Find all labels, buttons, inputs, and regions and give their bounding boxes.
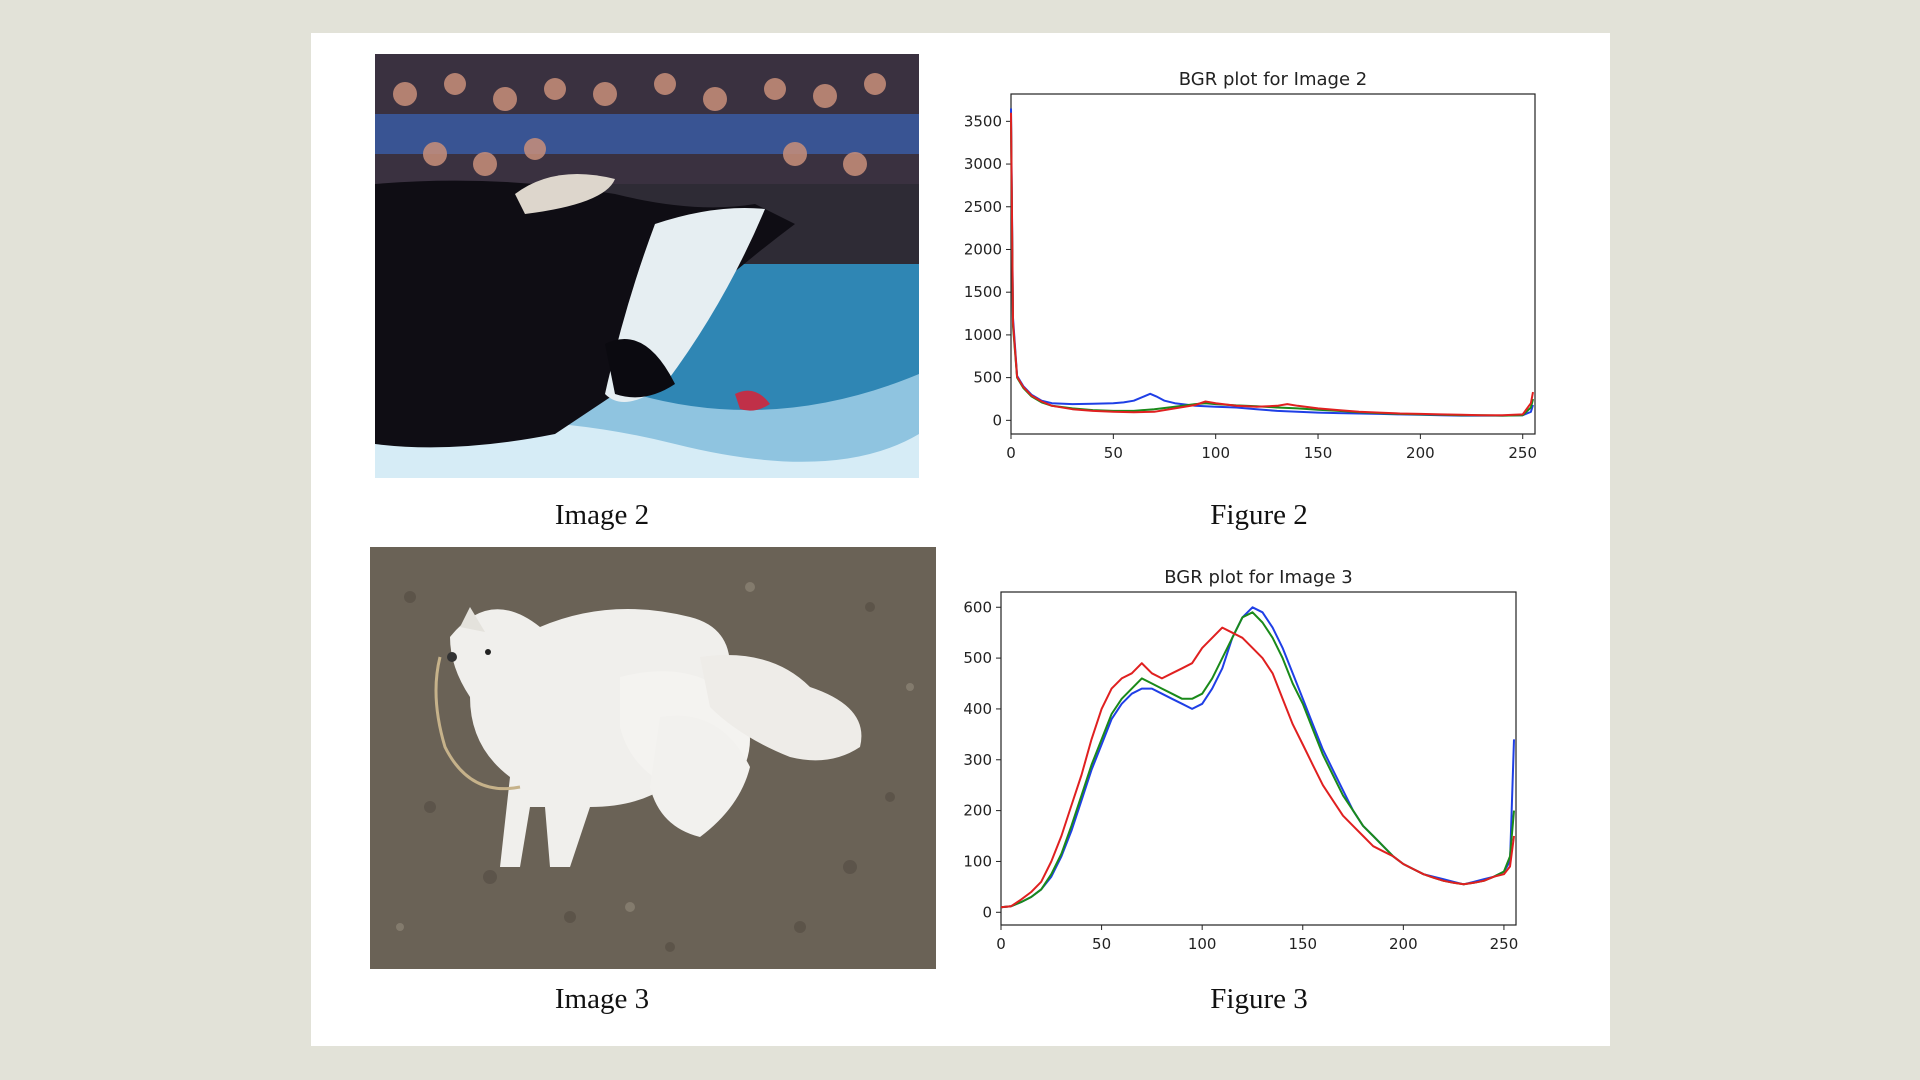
y-tick-label: 3500 <box>964 112 1002 130</box>
series-blue-line <box>1000 606 1515 909</box>
chart-title: BGR plot for Image 2 <box>1179 69 1367 90</box>
series-blue-line <box>1010 108 1534 417</box>
series-green-line <box>1000 611 1515 909</box>
chart-image-3-svg: BGR plot for Image 3 0 50 100 150 200 250 0 100 2… <box>963 567 1519 953</box>
y-tick-label: 2500 <box>964 198 1002 216</box>
figure-3-caption: Figure 3 <box>1210 983 1308 1015</box>
x-tick-label: 250 <box>1490 935 1519 953</box>
x-tick-label: 150 <box>1304 444 1333 462</box>
y-tick-label: 200 <box>963 802 992 820</box>
dog-photo <box>370 547 936 969</box>
slide-panel: Image 2 BGR plot for Image 2 0 50 100 150 200… <box>311 33 1610 1046</box>
figure-2-caption: Figure 2 <box>1210 499 1308 531</box>
y-tick-label: 2000 <box>964 240 1002 258</box>
y-tick-label: 0 <box>992 411 1002 429</box>
x-tick-label: 0 <box>1006 444 1016 462</box>
y-tick-label: 3000 <box>964 155 1002 173</box>
chart-image-3: BGR plot for Image 3 0 50 100 150 200 250 0 100 2… <box>951 553 1591 993</box>
x-tick-label: 100 <box>1201 444 1230 462</box>
x-tick-label: 200 <box>1406 444 1435 462</box>
y-tick-label: 1000 <box>964 326 1002 344</box>
series-green-line <box>1010 121 1534 417</box>
chart-title: BGR plot for Image 3 <box>1164 567 1352 588</box>
y-tick-label: 600 <box>963 598 992 616</box>
y-tick-label: 400 <box>963 700 992 718</box>
image-3-caption: Image 3 <box>554 983 650 1015</box>
image-2-caption: Image 2 <box>554 499 650 531</box>
x-tick-label: 0 <box>996 935 1006 953</box>
chart-image-2-svg: BGR plot for Image 20 50 100 150 200 25005001… <box>964 69 1537 462</box>
series-red-line <box>1010 112 1534 417</box>
x-tick-label: 100 <box>1188 935 1217 953</box>
x-tick-label: 200 <box>1389 935 1418 953</box>
y-tick-label: 1500 <box>964 283 1002 301</box>
series-red-line <box>1000 626 1515 909</box>
chart-image-2: BGR plot for Image 2 0 50 100 150 200 250 0 500 1… <box>951 53 1591 493</box>
y-tick-label: 100 <box>963 852 992 870</box>
plot-frame <box>1010 93 1536 435</box>
y-tick-label: 300 <box>963 751 992 769</box>
plot-frame <box>1000 591 1517 926</box>
orca-photo <box>375 54 919 478</box>
x-tick-label: 50 <box>1092 935 1111 953</box>
x-tick-label: 150 <box>1288 935 1317 953</box>
y-tick-label: 500 <box>963 649 992 667</box>
y-tick-label: 0 <box>982 903 992 921</box>
y-tick-label: 500 <box>973 369 1002 387</box>
x-tick-label: 250 <box>1508 444 1537 462</box>
x-tick-label: 50 <box>1104 444 1123 462</box>
